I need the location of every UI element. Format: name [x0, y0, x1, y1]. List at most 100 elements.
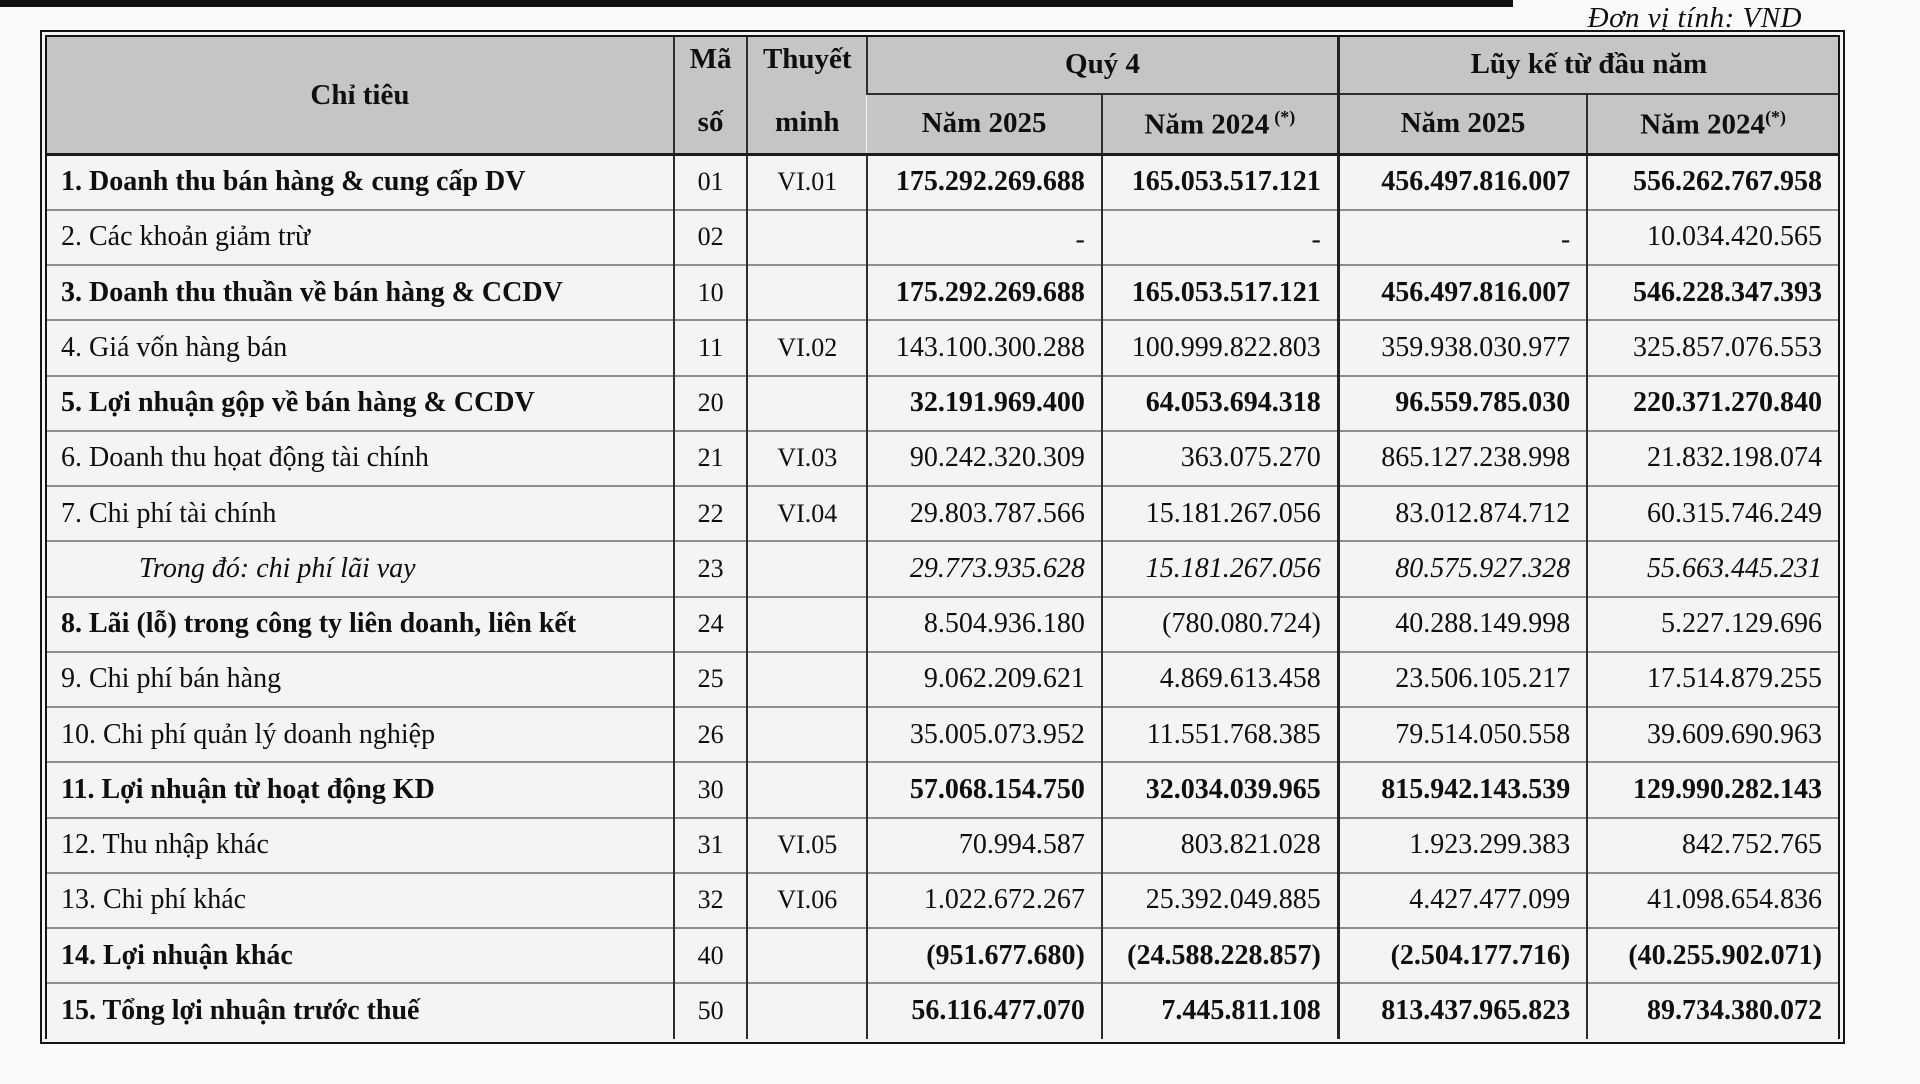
- table-row: 1. Doanh thu bán hàng & cung cấp DV 01 V…: [47, 154, 1838, 210]
- row-label-cell: 15. Tổng lợi nhuận trước thuế: [47, 982, 674, 1039]
- row-q4-2024-cell: 803.821.028: [1100, 816, 1339, 873]
- row-note-cell: VI.03: [746, 429, 868, 486]
- row-q4-2024-cell: 25.392.049.885: [1100, 871, 1339, 928]
- row-q4-2025-cell: 56.116.477.070: [866, 982, 1102, 1039]
- row-q4-2024-cell: 64.053.694.318: [1100, 374, 1339, 431]
- income-statement-table: Chỉ tiêu Mã số Thuyết minh Quý 4: [40, 30, 1845, 1044]
- header-q4-nam-2024: Năm 2024 (*): [1100, 93, 1339, 156]
- row-note-cell: [746, 982, 868, 1039]
- table-row: 13. Chi phí khác 32 VI.06 1.022.672.267 …: [47, 871, 1838, 928]
- row-ytd-2024-cell: 55.663.445.231: [1586, 540, 1838, 597]
- row-q4-2024-cell: 32.034.039.965: [1100, 761, 1339, 818]
- row-code-cell: 50: [672, 982, 748, 1039]
- row-q4-2025-cell: 29.803.787.566: [866, 484, 1102, 542]
- row-ytd-2025-cell: 813.437.965.823: [1336, 982, 1588, 1039]
- row-q4-2025-cell: 35.005.073.952: [866, 705, 1102, 763]
- table-row: 6. Doanh thu họat động tài chính 21 VI.0…: [47, 429, 1838, 486]
- row-label-cell: 2. Các khoản giảm trừ: [47, 208, 674, 265]
- row-code-cell: 24: [672, 595, 748, 652]
- row-label-cell: 11. Lợi nhuận từ hoạt động KD: [47, 761, 674, 818]
- row-label-cell: 5. Lợi nhuận gộp về bán hàng & CCDV: [47, 374, 674, 431]
- row-q4-2024-cell: 165.053.517.121: [1100, 263, 1339, 321]
- row-q4-2024-cell: (24.588.228.857): [1100, 926, 1339, 984]
- row-label-cell: 1. Doanh thu bán hàng & cung cấp DV: [47, 154, 674, 210]
- row-q4-2024-cell: (780.080.724): [1100, 595, 1339, 652]
- row-label-cell: 14. Lợi nhuận khác: [47, 926, 674, 984]
- row-q4-2024-cell: 165.053.517.121: [1100, 154, 1339, 210]
- row-code-cell: 01: [672, 154, 748, 210]
- row-note-cell: [746, 705, 868, 763]
- row-ytd-2025-cell: 80.575.927.328: [1336, 540, 1588, 597]
- row-ytd-2025-cell: 96.559.785.030: [1336, 374, 1588, 431]
- table-header: Chỉ tiêu Mã số Thuyết minh Quý 4: [47, 37, 1838, 156]
- row-note-cell: [746, 761, 868, 818]
- row-ytd-2025-cell: 456.497.816.007: [1336, 154, 1588, 210]
- row-label-cell: 9. Chi phí bán hàng: [47, 650, 674, 707]
- row-ytd-2024-cell: 60.315.746.249: [1586, 484, 1838, 542]
- row-note-cell: [746, 595, 868, 652]
- row-ytd-2025-cell: 1.923.299.383: [1336, 816, 1588, 873]
- row-code-cell: 30: [672, 761, 748, 818]
- header-thuyet-line2: minh: [775, 106, 840, 138]
- table-row: 5. Lợi nhuận gộp về bán hàng & CCDV 20 3…: [47, 374, 1838, 431]
- row-ytd-2025-cell: 83.012.874.712: [1336, 484, 1588, 542]
- header-q4-2024-footnote-mark: (*): [1274, 106, 1296, 127]
- row-label-cell: 8. Lãi (lỗ) trong công ty liên doanh, li…: [47, 595, 674, 652]
- row-q4-2024-cell: 363.075.270: [1100, 429, 1339, 486]
- row-ytd-2024-cell: 17.514.879.255: [1586, 650, 1838, 707]
- table-row: 7. Chi phí tài chính 22 VI.04 29.803.787…: [47, 484, 1838, 542]
- row-q4-2025-cell: 143.100.300.288: [866, 319, 1102, 376]
- row-code-cell: 32: [672, 871, 748, 928]
- row-ytd-2025-cell: 40.288.149.998: [1336, 595, 1588, 652]
- row-code-cell: 20: [672, 374, 748, 431]
- header-q4-nam-2025: Năm 2025: [867, 93, 1102, 156]
- row-q4-2025-cell: 29.773.935.628: [866, 540, 1102, 597]
- header-chi-tieu-label: Chỉ tiêu: [310, 78, 410, 111]
- header-lk-nam-2024: Năm 2024(*): [1586, 93, 1838, 156]
- row-q4-2025-cell: 32.191.969.400: [866, 374, 1102, 431]
- header-lk-2024-footnote-mark: (*): [1765, 106, 1787, 127]
- row-ytd-2025-cell: 359.938.030.977: [1336, 319, 1588, 376]
- table-row: 14. Lợi nhuận khác 40 (951.677.680) (24.…: [47, 926, 1838, 984]
- row-q4-2024-cell: 15.181.267.056: [1100, 484, 1339, 542]
- table-row: 10. Chi phí quản lý doanh nghiệp 26 35.0…: [47, 705, 1838, 763]
- row-ytd-2025-cell: 865.127.238.998: [1336, 429, 1588, 486]
- table-row: 11. Lợi nhuận từ hoạt động KD 30 57.068.…: [47, 761, 1838, 818]
- row-code-cell: 40: [672, 926, 748, 984]
- header-ma-so: Mã số: [672, 37, 748, 156]
- row-ytd-2024-cell: 325.857.076.553: [1586, 319, 1838, 376]
- row-note-cell: [746, 208, 868, 265]
- row-label-cell: 3. Doanh thu thuần về bán hàng & CCDV: [47, 263, 674, 321]
- row-note-cell: VI.05: [746, 816, 868, 873]
- row-note-cell: [746, 263, 868, 321]
- table-body: 1. Doanh thu bán hàng & cung cấp DV 01 V…: [47, 154, 1838, 1039]
- header-group-luy-ke: Lũy kế từ đầu năm: [1336, 37, 1838, 95]
- row-q4-2025-cell: (951.677.680): [866, 926, 1102, 984]
- row-ytd-2025-cell: 4.427.477.099: [1336, 871, 1588, 928]
- table-row: 8. Lãi (lỗ) trong công ty liên doanh, li…: [47, 595, 1838, 652]
- row-ytd-2025-cell: 23.506.105.217: [1336, 650, 1588, 707]
- table-row: 9. Chi phí bán hàng 25 9.062.209.621 4.8…: [47, 650, 1838, 707]
- row-note-cell: VI.02: [746, 319, 868, 376]
- header-ma-line2: số: [697, 106, 724, 138]
- row-ytd-2025-cell: -: [1336, 208, 1588, 265]
- currency-unit-label: Đơn vị tính: VND: [1587, 2, 1802, 34]
- row-q4-2024-cell: 4.869.613.458: [1100, 650, 1339, 707]
- row-code-cell: 25: [672, 650, 748, 707]
- row-code-cell: 23: [672, 540, 748, 597]
- row-q4-2025-cell: 175.292.269.688: [866, 154, 1102, 210]
- row-note-cell: VI.01: [746, 154, 868, 210]
- row-ytd-2024-cell: 10.034.420.565: [1586, 208, 1838, 265]
- table-row: 3. Doanh thu thuần về bán hàng & CCDV 10…: [47, 263, 1838, 321]
- header-ma-line1: Mã: [689, 43, 732, 75]
- row-ytd-2024-cell: 39.609.690.963: [1586, 705, 1838, 763]
- row-ytd-2024-cell: 5.227.129.696: [1586, 595, 1838, 652]
- row-note-cell: VI.06: [746, 871, 868, 928]
- row-label-cell: 10. Chi phí quản lý doanh nghiệp: [47, 705, 674, 763]
- row-ytd-2025-cell: 456.497.816.007: [1336, 263, 1588, 321]
- row-ytd-2024-cell: 220.371.270.840: [1586, 374, 1838, 431]
- row-ytd-2024-cell: 21.832.198.074: [1586, 429, 1838, 486]
- row-label-cell: 4. Giá vốn hàng bán: [47, 319, 674, 376]
- row-code-cell: 21: [672, 429, 748, 486]
- row-q4-2025-cell: 9.062.209.621: [866, 650, 1102, 707]
